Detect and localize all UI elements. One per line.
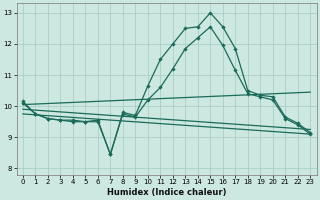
X-axis label: Humidex (Indice chaleur): Humidex (Indice chaleur) [107, 188, 226, 197]
